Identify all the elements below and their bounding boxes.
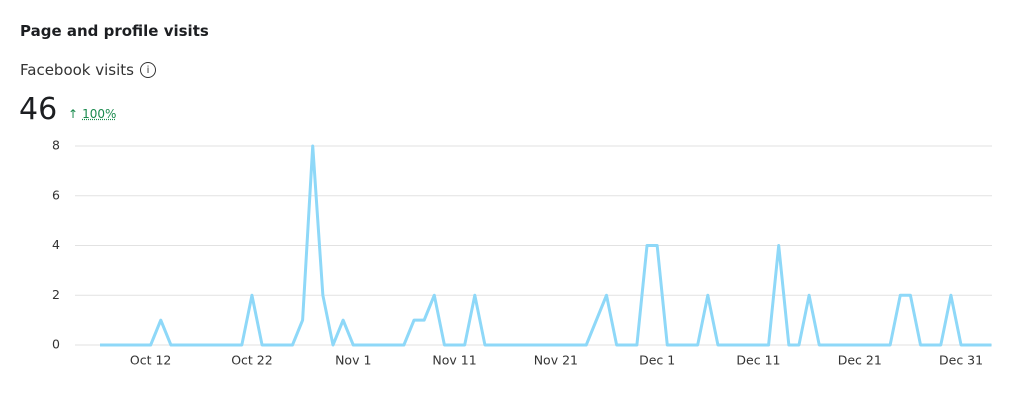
change-value[interactable]: 100%	[82, 107, 117, 121]
y-tick-label: 4	[52, 237, 60, 252]
x-tick-label: Oct 12	[130, 353, 172, 368]
x-tick-label: Dec 11	[736, 353, 780, 368]
title: Page and profile visits	[20, 22, 209, 40]
metric-name: Facebook visits	[20, 61, 134, 79]
y-tick-label: 2	[52, 287, 60, 302]
x-tick-label: Dec 31	[939, 353, 983, 368]
y-tick-label: 8	[52, 138, 60, 153]
metric-label: Facebook visits i	[20, 61, 156, 79]
x-tick-label: Nov 21	[534, 353, 578, 368]
info-icon[interactable]: i	[139, 62, 156, 78]
x-tick-label: Dec 21	[838, 353, 882, 368]
x-tick-label: Oct 22	[231, 353, 273, 368]
line-series	[100, 144, 992, 347]
y-tick-label: 6	[52, 187, 60, 202]
x-tick-label: Nov 1	[335, 353, 371, 368]
x-tick-label: Nov 11	[432, 353, 476, 368]
y-tick-label: 0	[52, 337, 60, 352]
total: 46	[19, 92, 58, 127]
x-tick-label: Dec 1	[639, 353, 675, 368]
change: ↑ 100%	[68, 107, 117, 121]
